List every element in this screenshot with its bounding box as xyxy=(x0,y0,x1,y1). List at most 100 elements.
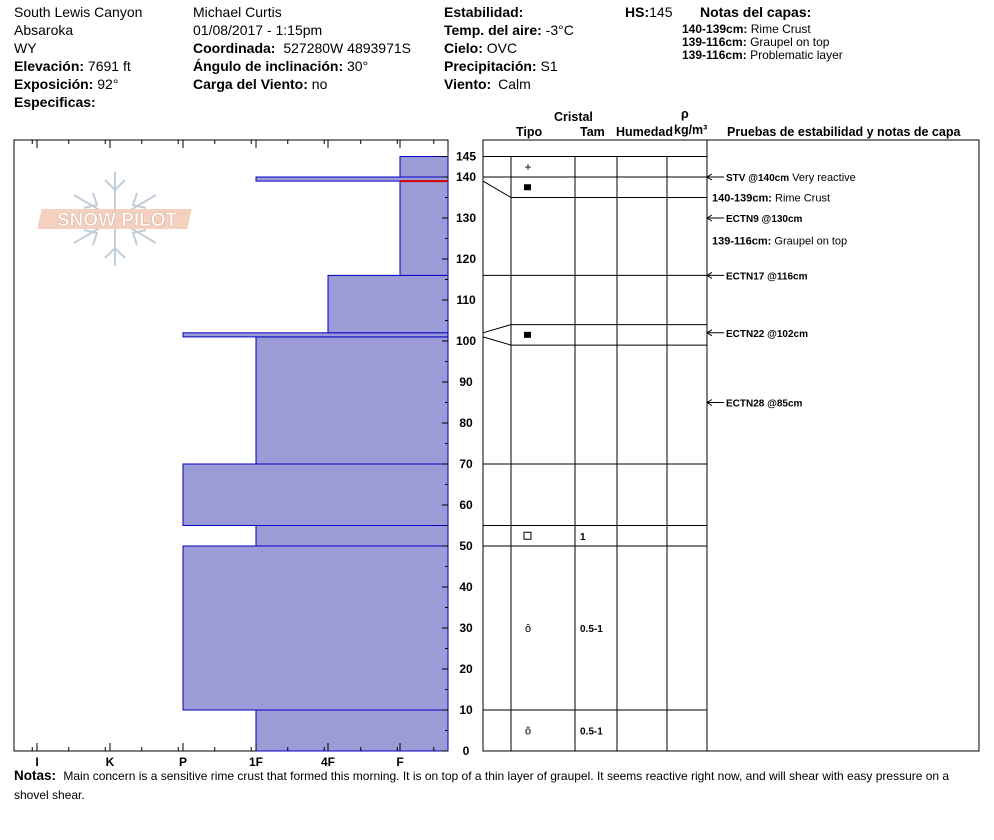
depth-tick-label: 50 xyxy=(459,539,473,553)
hardness-bar xyxy=(327,274,449,334)
hardness-bar xyxy=(399,180,449,276)
crystal-type-icon: ô xyxy=(525,726,531,738)
sky-value: OVC xyxy=(486,40,518,56)
stability-test-entry: 140-139cm: Rime Crust xyxy=(712,193,830,205)
coordinates-value: 527280W 4893971S xyxy=(283,40,412,56)
snowpilot-logo: SNOW PILOT xyxy=(37,172,192,266)
layer-note-range: 139-116cm: xyxy=(682,48,747,62)
stability-test-entry: ECTN9 @130cm xyxy=(726,214,803,225)
depth-connector xyxy=(482,324,512,334)
crystal-type-icon xyxy=(523,531,532,540)
stability-test-entry: ECTN17 @116cm xyxy=(726,271,808,282)
layer-note: 139-116cm: Problematic layer xyxy=(682,49,843,62)
crystal-type-icon xyxy=(524,184,531,191)
depth-tick-label: 20 xyxy=(459,662,473,676)
test-note: Graupel on top xyxy=(771,236,847,248)
location-name: South Lewis Canyon xyxy=(14,4,143,20)
precip-row: Precipitación: S1 xyxy=(444,58,558,74)
crystal-size-label: 0.5-1 xyxy=(580,727,603,738)
layer-note: 140-139cm: Rime Crust xyxy=(682,23,843,36)
depth-tick-label: 80 xyxy=(459,416,473,430)
hardness-bar xyxy=(255,176,449,182)
aspect-label: Exposición: xyxy=(14,76,94,92)
aspect-row: Exposición: 92° xyxy=(14,76,118,92)
hardness-bar xyxy=(182,332,449,338)
depth-connector xyxy=(482,336,512,346)
crystal-size-label: 1 xyxy=(580,532,586,543)
depth-tick-label: 70 xyxy=(459,457,473,471)
stability-test-entry: 139-116cm: Graupel on top xyxy=(712,236,847,248)
hardness-bar xyxy=(182,463,449,526)
stability-tests: STV @140cm Very reactive 140-139cm: Rime … xyxy=(706,172,856,410)
density-unit-header: kg/m³ xyxy=(674,123,708,137)
rho-header: ρ xyxy=(681,107,689,121)
stability-test-entry: ECTN22 @102cm xyxy=(726,329,808,340)
hardness-tick-label: F xyxy=(396,755,403,769)
slope-row: Ángulo de inclinación: 30° xyxy=(193,58,368,74)
layer-notes-list: 140-139cm: Rime Crust 139-116cm: Graupel… xyxy=(682,23,843,62)
layer-note: 139-116cm: Graupel on top xyxy=(682,36,843,49)
stability-label: Estabilidad: xyxy=(444,4,524,20)
hardness-tick-label: K xyxy=(106,755,115,769)
hardness-bar xyxy=(182,545,449,711)
observer: Michael Curtis xyxy=(193,4,282,20)
size-header: Tam xyxy=(580,125,605,139)
depth-tick-label: 140 xyxy=(456,170,476,184)
depth-tick-label: 110 xyxy=(456,293,476,307)
slope-value: 30° xyxy=(347,58,369,74)
hs-label: HS: xyxy=(625,4,650,20)
crystal-type-icon: ô xyxy=(525,623,531,635)
hardness-tick-label: I xyxy=(35,755,38,769)
logo-text: SNOW PILOT xyxy=(57,210,178,231)
precip-value: S1 xyxy=(540,58,558,74)
aspect-value: 92° xyxy=(97,76,119,92)
test-label: ECTN17 @116cm xyxy=(726,271,808,282)
hardness-bar xyxy=(255,709,449,752)
test-arrow-head xyxy=(706,173,713,181)
hardness-bar xyxy=(399,156,449,178)
test-arrow-head xyxy=(706,214,713,222)
tests-header: Pruebas de estabilidad y notas de capa xyxy=(727,125,961,139)
test-arrow-head xyxy=(706,399,713,406)
air-temp-label: Temp. del aire: xyxy=(444,22,542,38)
test-arrow-head xyxy=(706,329,713,337)
air-temp-value: -3°C xyxy=(545,22,574,38)
depth-tick-label: 10 xyxy=(459,703,473,717)
notes-section: Notas: Main concern is a sensitive rime … xyxy=(14,766,982,805)
coordinates-row: Coordinada: 527280W 4893971S xyxy=(193,40,411,56)
test-label: 140-139cm: xyxy=(712,193,772,205)
state: WY xyxy=(14,40,37,56)
layer-note-range: 139-116cm: xyxy=(682,35,747,49)
hardness-tick-label: 4F xyxy=(321,755,335,769)
wind-value: Calm xyxy=(498,76,531,92)
depth-tick-label: 40 xyxy=(459,580,473,594)
hs-value: 145 xyxy=(649,4,673,20)
crystal-type-icon: + xyxy=(524,160,531,174)
hardness-tick-label: P xyxy=(179,755,187,769)
depth-tick-label: 120 xyxy=(456,252,476,266)
crystal-header: Cristal xyxy=(554,110,593,124)
profile-grid xyxy=(482,156,707,752)
test-note: Rime Crust xyxy=(772,193,830,205)
test-label: STV @140cm xyxy=(726,173,789,184)
air-temp-row: Temp. del aire: -3°C xyxy=(444,22,574,38)
depth-tick-label: 130 xyxy=(456,211,476,225)
notes-label: Notas: xyxy=(14,768,57,783)
wind-load-row: Carga del Viento: no xyxy=(193,76,327,92)
precip-label: Precipitación: xyxy=(444,58,537,74)
test-arrow-head xyxy=(706,271,713,279)
depth-tick-label: 145 xyxy=(456,150,476,164)
depth-tick-label: 30 xyxy=(459,621,473,635)
coordinates-label: Coordinada: xyxy=(193,40,276,56)
sky-row: Cielo: OVC xyxy=(444,40,517,56)
layer-note-text: Problematic layer xyxy=(750,48,843,62)
hardness-bar xyxy=(255,525,449,547)
slope-label: Ángulo de inclinación: xyxy=(193,58,344,74)
layer-note-range: 140-139cm: xyxy=(682,22,748,36)
hardness-tick-label: 1F xyxy=(249,755,263,769)
hs-row: HS:145 xyxy=(625,4,672,20)
crystal-type-icon xyxy=(524,331,531,338)
crystal-marks: +1 ô 0.5-1 ô 0.5-1 xyxy=(523,160,603,738)
datetime: 01/08/2017 - 1:15pm xyxy=(193,22,323,38)
test-label: 139-116cm: xyxy=(712,236,771,248)
